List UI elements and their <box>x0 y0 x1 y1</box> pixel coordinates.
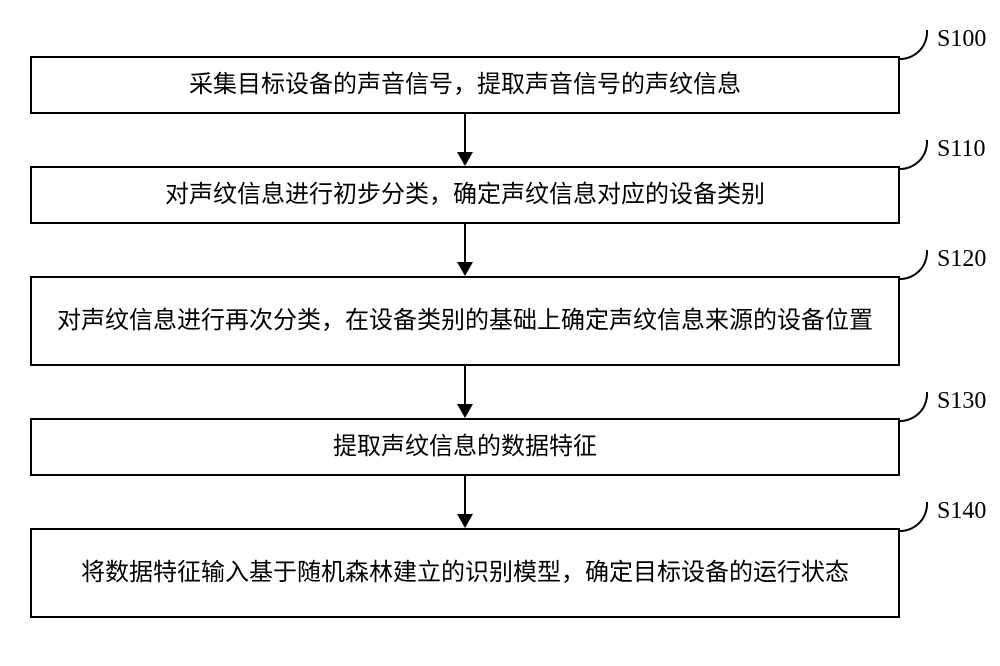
arrow-line-s100-s110 <box>464 114 466 152</box>
arrow-line-s130-s140 <box>464 476 466 514</box>
step-text-s120: 对声纹信息进行再次分类，在设备类别的基础上确定声纹信息来源的设备位置 <box>57 305 873 337</box>
step-label-s130: S130 <box>937 388 986 415</box>
step-box-s120: 对声纹信息进行再次分类，在设备类别的基础上确定声纹信息来源的设备位置 <box>30 276 900 366</box>
arrow-head-s130-s140 <box>457 514 473 528</box>
step-box-s100: 采集目标设备的声音信号，提取声音信号的声纹信息 <box>30 56 900 114</box>
arrow-head-s100-s110 <box>457 152 473 166</box>
step-label-s100: S100 <box>937 26 986 53</box>
step-label-s110: S110 <box>937 136 985 163</box>
step-label-s140: S140 <box>937 498 986 525</box>
step-text-s130: 提取声纹信息的数据特征 <box>333 431 597 463</box>
step-box-s140: 将数据特征输入基于随机森林建立的识别模型，确定目标设备的运行状态 <box>30 528 900 618</box>
step-notch-s100 <box>898 30 928 60</box>
step-text-s140: 将数据特征输入基于随机森林建立的识别模型，确定目标设备的运行状态 <box>81 557 849 589</box>
arrow-line-s110-s120 <box>464 224 466 262</box>
arrow-line-s120-s130 <box>464 366 466 404</box>
step-label-s120: S120 <box>937 246 986 273</box>
step-text-s110: 对声纹信息进行初步分类，确定声纹信息对应的设备类别 <box>165 179 765 211</box>
step-notch-s140 <box>898 502 928 532</box>
arrow-head-s110-s120 <box>457 262 473 276</box>
step-box-s130: 提取声纹信息的数据特征 <box>30 418 900 476</box>
step-text-s100: 采集目标设备的声音信号，提取声音信号的声纹信息 <box>189 69 741 101</box>
arrow-head-s120-s130 <box>457 404 473 418</box>
step-notch-s110 <box>898 140 928 170</box>
step-box-s110: 对声纹信息进行初步分类，确定声纹信息对应的设备类别 <box>30 166 900 224</box>
step-notch-s120 <box>898 250 928 280</box>
flowchart-container: 采集目标设备的声音信号，提取声音信号的声纹信息 S100 对声纹信息进行初步分类，确… <box>0 0 1000 666</box>
step-notch-s130 <box>898 392 928 422</box>
